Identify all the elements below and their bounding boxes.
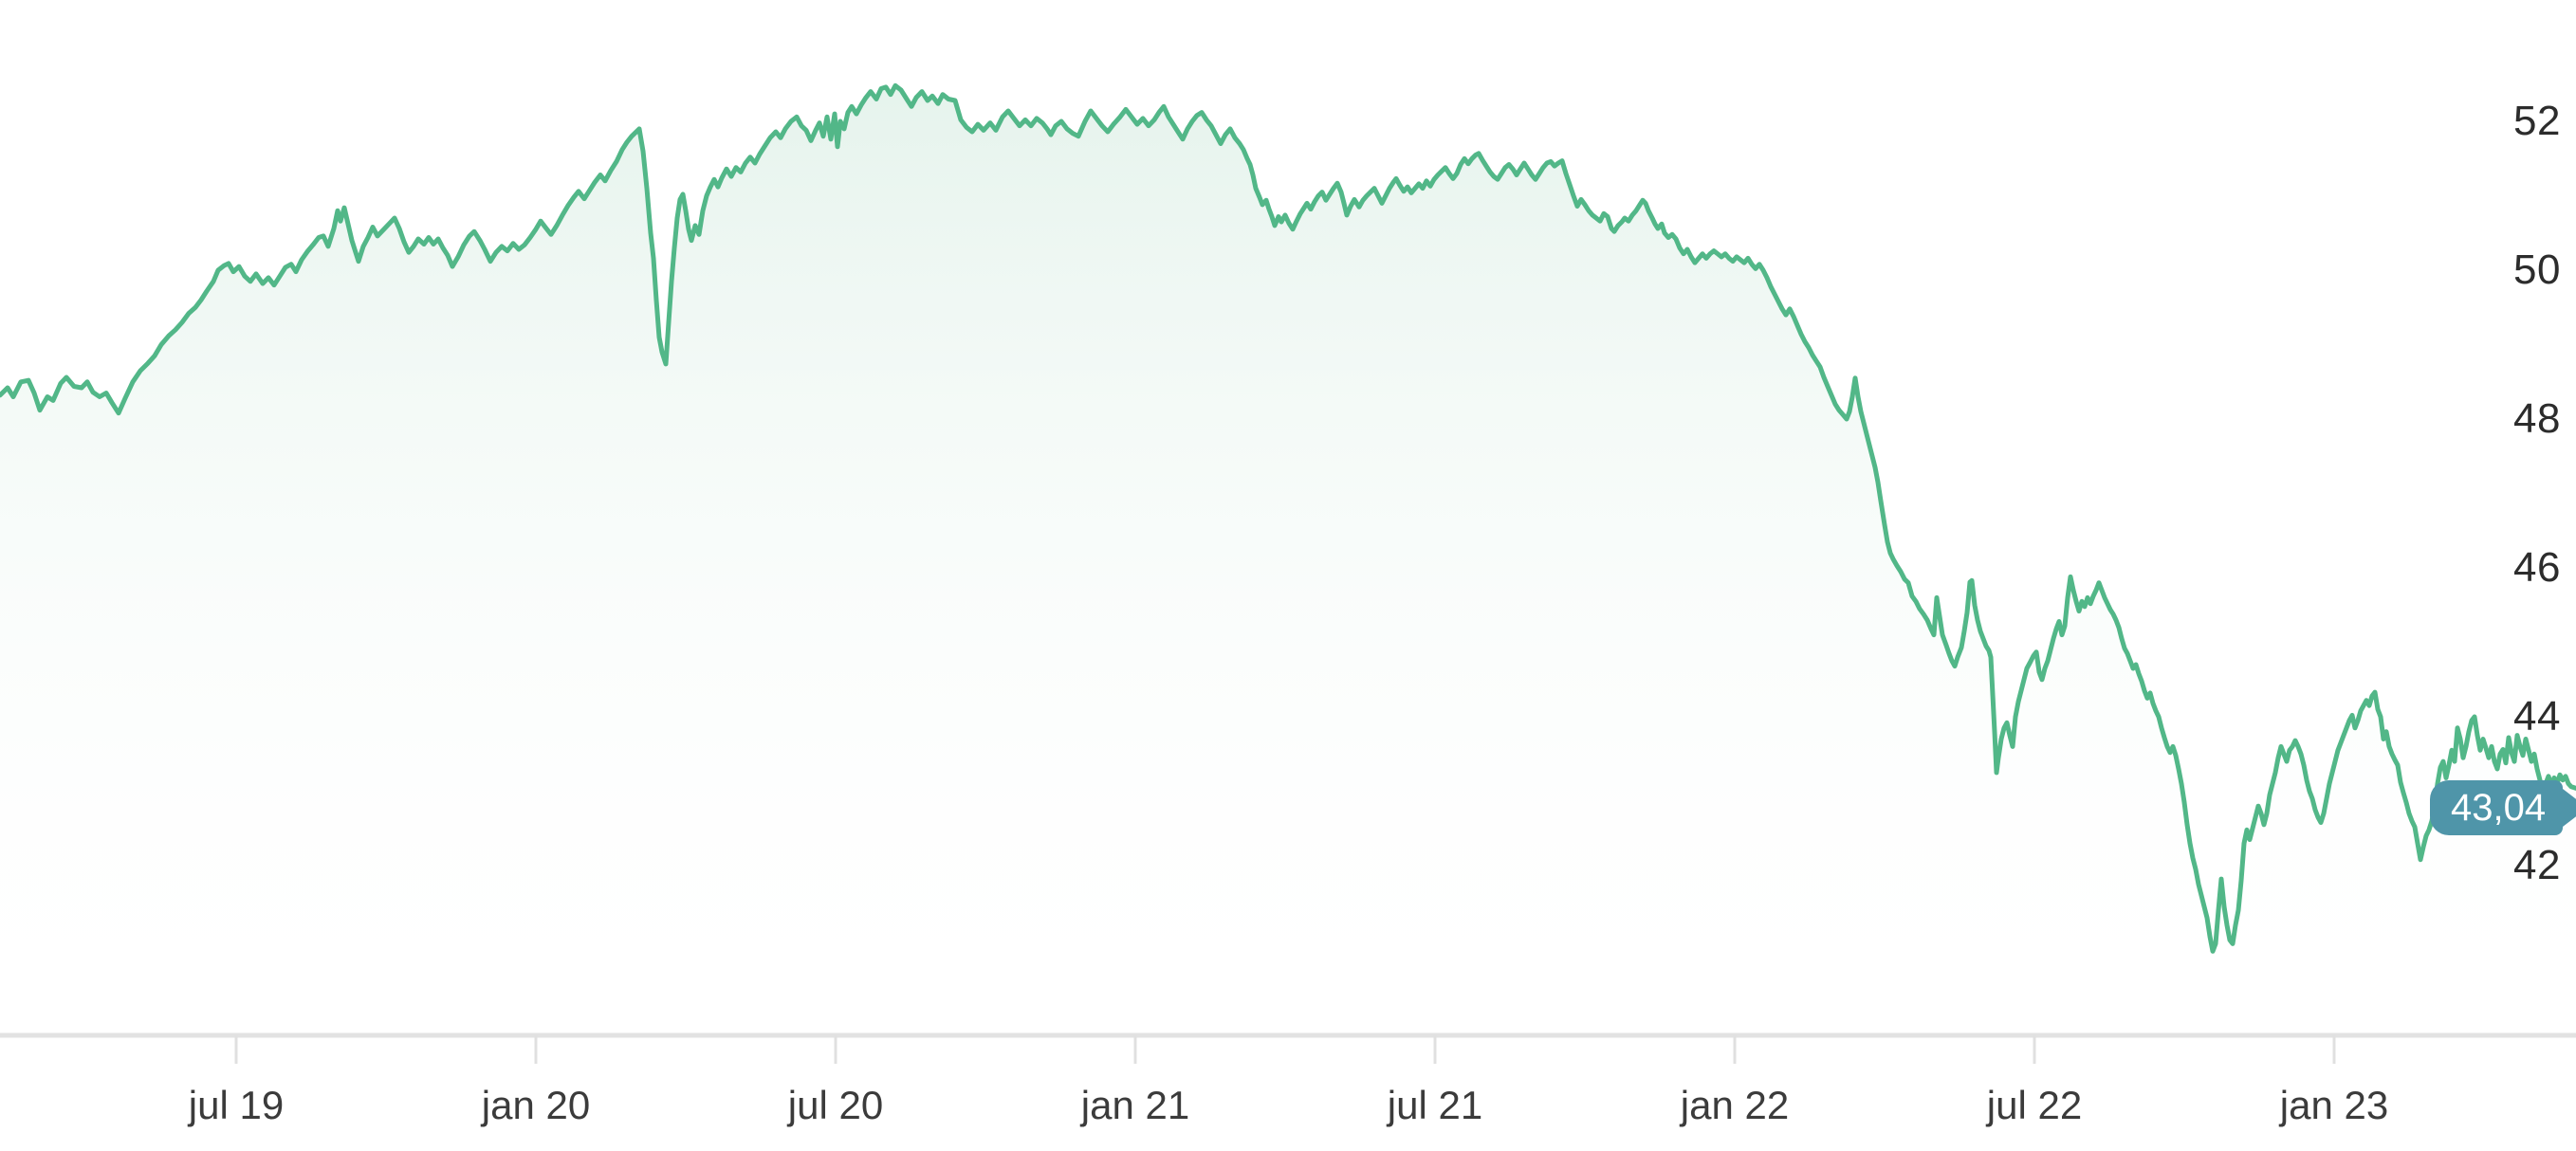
x-axis-label: jul 20 bbox=[787, 1083, 884, 1127]
x-axis-label: jan 22 bbox=[1680, 1083, 1790, 1127]
last-price-pill: 43,04 bbox=[2430, 780, 2564, 836]
last-price-badge: 43,04 bbox=[2430, 780, 2576, 836]
x-axis-label: jul 22 bbox=[1986, 1083, 2083, 1127]
x-axis-label: jul 19 bbox=[188, 1083, 285, 1127]
y-axis-label: 52 bbox=[2513, 98, 2561, 144]
last-price-label: 43,04 bbox=[2451, 787, 2547, 830]
y-axis-label: 42 bbox=[2513, 842, 2561, 888]
badge-pointer-icon bbox=[2563, 789, 2576, 828]
y-axis-label: 44 bbox=[2513, 693, 2561, 740]
y-axis-label: 46 bbox=[2513, 544, 2561, 591]
price-line bbox=[0, 82, 2576, 954]
x-axis-label: jan 21 bbox=[1080, 1083, 1190, 1127]
x-axis-label: jan 23 bbox=[2279, 1083, 2389, 1127]
y-axis-label: 50 bbox=[2513, 247, 2561, 293]
x-axis-label: jul 21 bbox=[1387, 1083, 1483, 1127]
area-fill bbox=[0, 85, 2576, 1036]
x-axis-label: jan 20 bbox=[481, 1083, 591, 1127]
y-axis-label: 48 bbox=[2513, 395, 2561, 442]
